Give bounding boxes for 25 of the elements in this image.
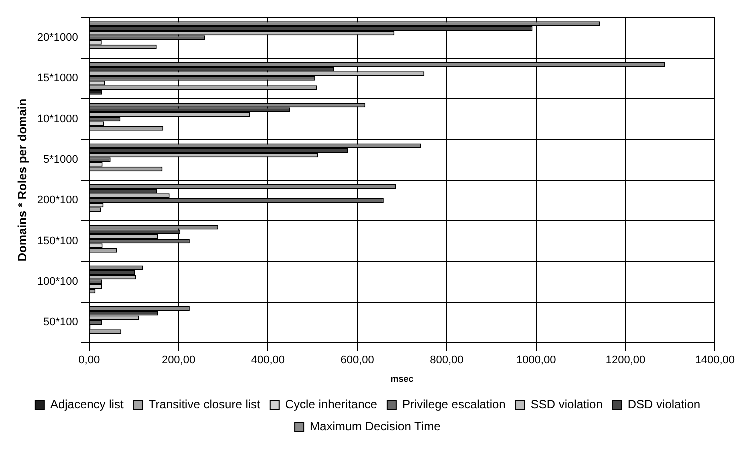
y-axis-title: Domains * Roles per domain [16,98,30,262]
y-tick-label: 10*1000 [37,113,78,126]
legend-label: Adjacency list [50,397,124,412]
legend-label: SSD violation [530,397,603,412]
y-tick-label: 50*100 [44,316,78,329]
y-tick-label: 200*100 [37,194,78,207]
legend-label: Cycle inheritance [285,397,378,412]
x-tick-label: 0,00 [78,354,100,367]
x-tick-label: 200,00 [162,354,196,367]
x-axis-title: msec [390,374,414,384]
legend-label: DSD violation [628,397,701,412]
x-tick-label: 600,00 [340,354,374,367]
legend-label: Privilege escalation [402,397,506,412]
x-tick-label: 1200,00 [606,354,646,367]
legend-label: Transitive closure list [148,397,262,412]
x-tick-label: 800,00 [430,354,464,367]
y-tick-label: 150*100 [37,235,78,248]
x-tick-label: 400,00 [251,354,285,367]
y-tick-label: 15*1000 [37,72,78,85]
y-tick-label: 5*1000 [44,154,78,166]
x-tick-label: 1000,00 [516,354,556,367]
legend-label: Maximum Decision Time [310,419,442,434]
y-tick-label: 20*1000 [37,32,78,44]
y-tick-label: 100*100 [37,276,78,288]
x-tick-label: 1400,00 [695,354,735,367]
